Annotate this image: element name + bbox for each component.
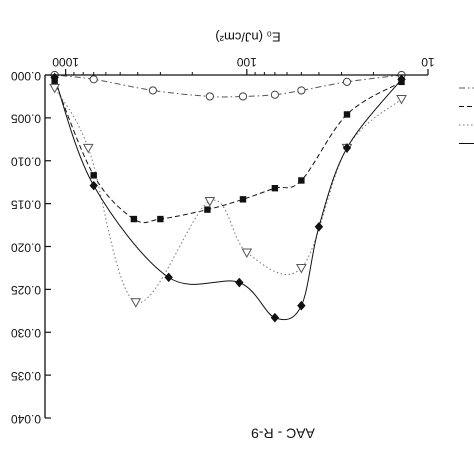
square-marker (130, 215, 138, 223)
circle-marker (148, 86, 157, 95)
y-tick-label: 0.000 (11, 69, 41, 83)
x-tick-label-group: 10 (421, 55, 435, 69)
triangle-marker (241, 248, 253, 259)
circle-marker (89, 75, 98, 84)
diamond-marker (164, 272, 173, 283)
diamond-marker (235, 277, 244, 288)
y-tick-label-group: 0.025 (11, 283, 41, 297)
y-ticks: 0.000 0.005 0.010 0.015 0.020 0.025 0.030 0.035… (11, 69, 51, 426)
square-marker (271, 184, 279, 192)
diamond-marker (50, 72, 59, 83)
x-tick-label-group: 1000 (52, 55, 79, 69)
y-tick-label-group: 0.030 (11, 326, 41, 340)
y-tick-label: 0.025 (11, 283, 41, 297)
diamond-marker (397, 74, 406, 85)
triangle-marker (130, 298, 142, 308)
circle-marker (205, 92, 214, 101)
series-markers (49, 70, 407, 323)
x-tick-label: 10 (421, 55, 435, 69)
diamond-marker (314, 221, 324, 232)
y-tick-label: 0.020 (11, 240, 41, 254)
square-marker (298, 177, 305, 184)
x-tick-label: 1000 (52, 55, 79, 69)
y-tick-label-group: 0.015 (11, 197, 41, 211)
triangle-marker (82, 143, 94, 154)
x-axis-title-group: E₀ (nJ/cm²) (215, 30, 280, 45)
y-tick-label: 0.015 (11, 197, 41, 211)
triangle-marker (296, 263, 307, 274)
axes (44, 74, 428, 418)
y-tick-label-group: 0.040 (11, 412, 41, 426)
x-tick-label-group: 100 (236, 55, 256, 69)
y-tick-label-group: 0.000 (11, 69, 41, 83)
x-axis-title: E₀ (nJ/cm²) (215, 30, 280, 45)
diamond-marker (89, 180, 98, 191)
y-tick-label: 0.030 (11, 326, 41, 340)
legend (459, 87, 474, 144)
triangle-marker (49, 83, 61, 94)
square-marker (239, 196, 247, 203)
square-marker (343, 111, 351, 118)
y-tick-label: 0.005 (11, 112, 41, 126)
y-tick-label-group: 0.035 (11, 369, 41, 383)
y-tick-label: 0.040 (11, 412, 41, 426)
diamond-marker (297, 300, 306, 311)
x-tick-label: 100 (236, 55, 256, 69)
y-tick-label: 0.010 (11, 155, 41, 169)
triangle-marker (396, 95, 407, 105)
circle-marker (238, 92, 248, 101)
circle-marker (297, 86, 306, 95)
square-marker (90, 172, 97, 179)
y-tick-label-group: 0.005 (11, 112, 41, 126)
x-ticks: 10 100 1000 (52, 55, 435, 75)
y-tick-label-group: 0.010 (11, 155, 41, 169)
caption-group: AAC - R-9 (251, 425, 315, 441)
circle-marker (270, 90, 279, 99)
diamond-marker (342, 143, 352, 153)
series-line (54, 74, 402, 98)
y-tick-label: 0.035 (11, 369, 41, 383)
square-marker (204, 206, 211, 213)
y-tick-label-group: 0.020 (11, 240, 41, 254)
series-line (54, 80, 402, 224)
square-marker (157, 215, 164, 223)
chart-caption: AAC - R-9 (251, 425, 315, 441)
triangle-marker (204, 197, 216, 207)
circle-marker (342, 77, 352, 86)
series-line (54, 87, 402, 303)
diamond-marker (270, 312, 280, 323)
